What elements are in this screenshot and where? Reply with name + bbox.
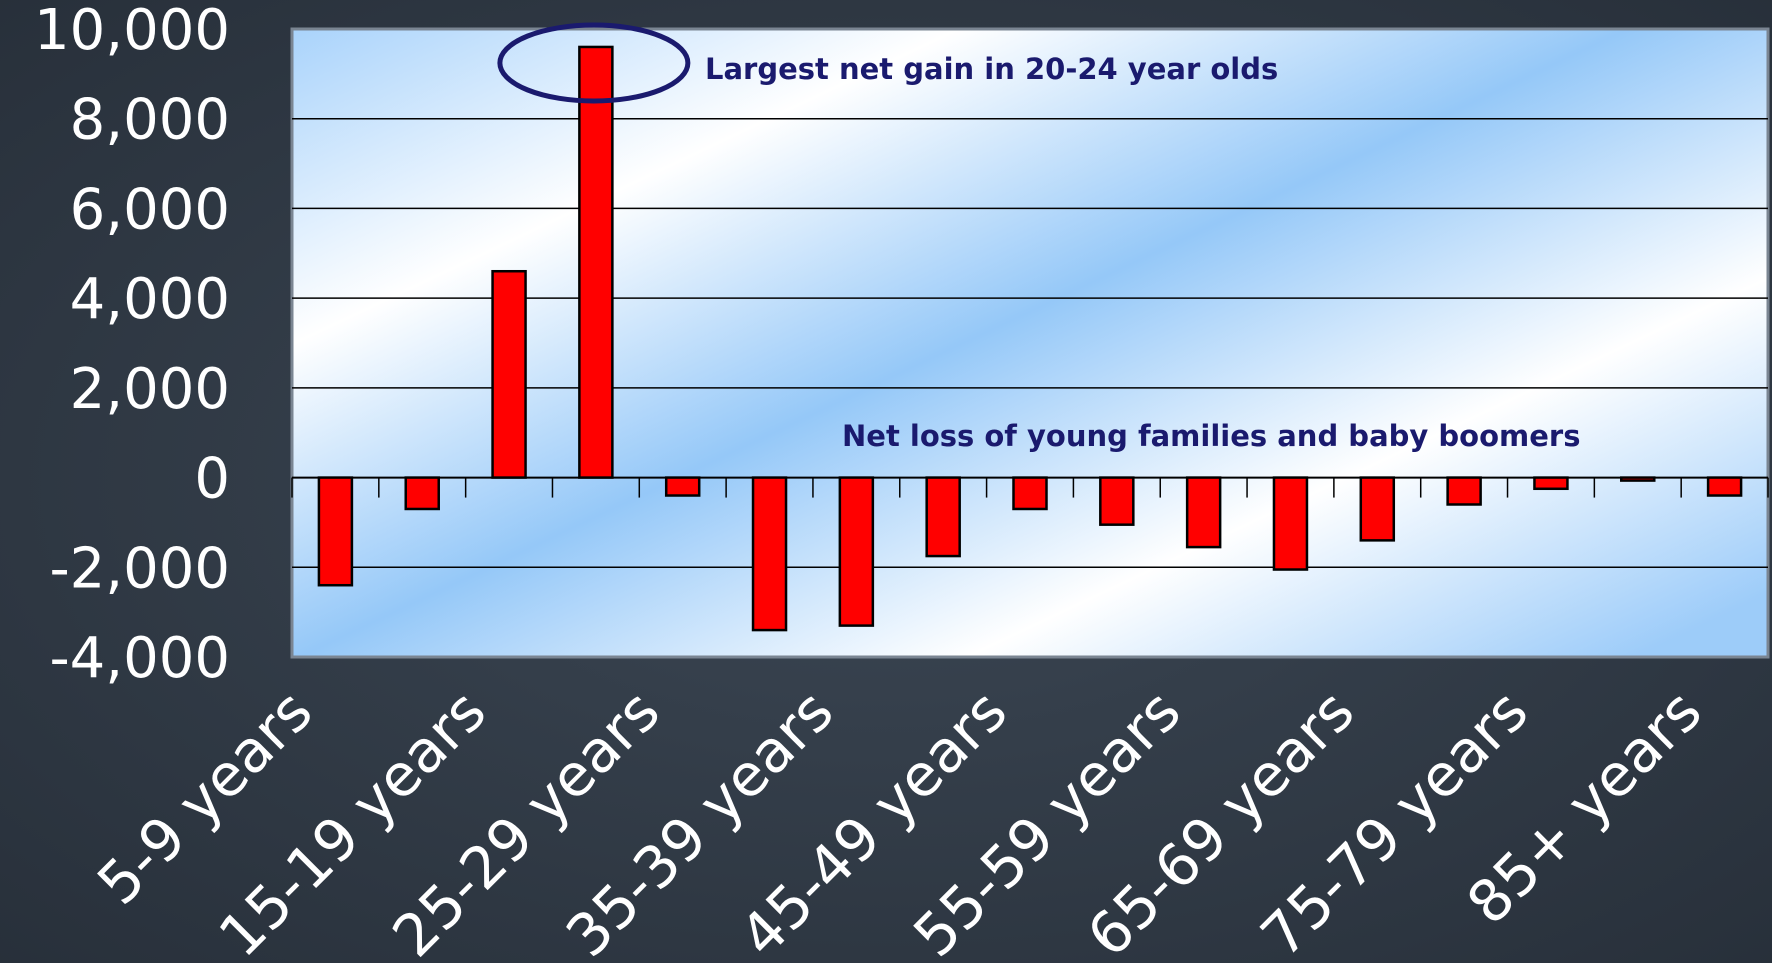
bar-5-9-years — [317, 476, 354, 587]
y-tick-labels: 10,000 8,000 6,000 4,000 2,000 0 -2,000 -4,000 — [34, 0, 230, 691]
bar-60-64-years — [1272, 476, 1309, 571]
bar-45-49-years — [1012, 476, 1048, 511]
y-tick-label: -2,000 — [49, 536, 230, 601]
bar-35-39-years — [838, 476, 875, 627]
bar-75-79-years — [1533, 476, 1569, 491]
bar-10-14-years — [404, 476, 440, 511]
highlight-ellipse — [497, 22, 691, 104]
y-tick-label: 10,000 — [34, 0, 230, 63]
bar-85-years — [1706, 476, 1743, 497]
bar-15-19-years — [491, 269, 527, 479]
bar-30-34-years — [751, 476, 788, 632]
y-tick-label: 8,000 — [70, 88, 230, 153]
bar-80-84-years — [1620, 476, 1656, 482]
y-tick-label: 0 — [194, 447, 230, 512]
plot-area — [290, 27, 1770, 659]
annotation-gain: Largest net gain in 20-24 year olds — [705, 52, 1278, 86]
y-tick-label: 4,000 — [70, 267, 230, 332]
x-tick-marks — [291, 477, 1769, 498]
y-tick-label: 6,000 — [70, 177, 230, 242]
bar-20-24-years — [578, 45, 614, 479]
bar-70-74-years — [1446, 476, 1482, 506]
annotation-loss: Net loss of young families and baby boom… — [842, 419, 1580, 453]
bar-55-59-years — [1185, 476, 1222, 549]
bar-65-69-years — [1359, 476, 1396, 542]
bar-25-29-years — [664, 476, 701, 497]
y-tick-label: -4,000 — [49, 626, 230, 691]
bar-50-54-years — [1099, 476, 1135, 526]
y-tick-label: 2,000 — [70, 357, 230, 422]
bar-40-44-years — [925, 476, 961, 558]
bars — [317, 45, 1743, 632]
